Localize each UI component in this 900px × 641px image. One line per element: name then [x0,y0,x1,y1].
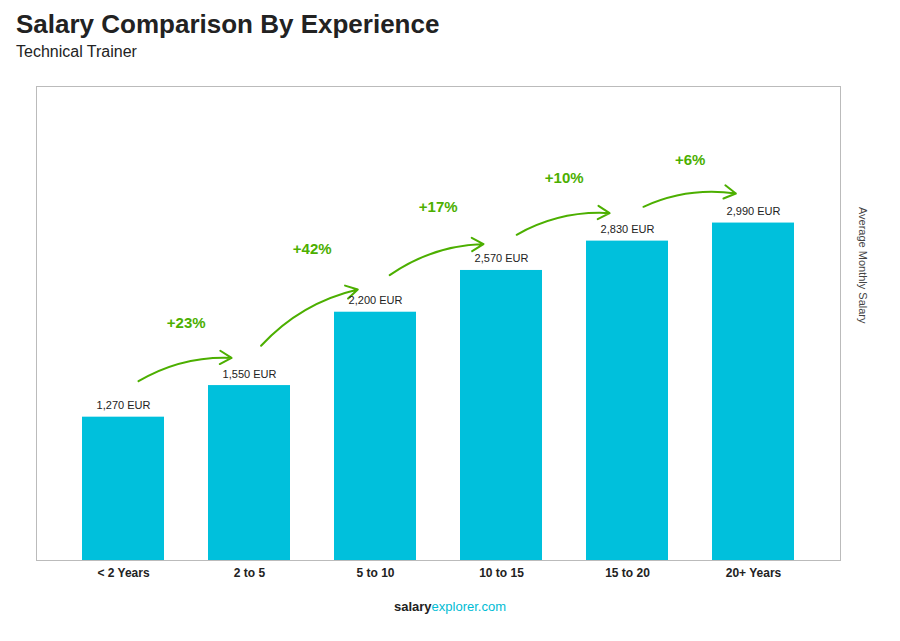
svg-text:Average Monthly Salary: Average Monthly Salary [857,207,869,324]
svg-text:< 2 Years: < 2 Years [97,566,149,580]
svg-text:15 to 20: 15 to 20 [605,566,650,580]
svg-text:1,270 EUR: 1,270 EUR [97,399,151,411]
svg-text:2,200 EUR: 2,200 EUR [349,294,403,306]
svg-text:10 to 15: 10 to 15 [479,566,524,580]
svg-text:2,990 EUR: 2,990 EUR [727,205,781,217]
svg-text:+6%: +6% [675,151,705,168]
html-text:Technical Trainer: Technical Trainer [16,43,137,60]
svg-text:2,570 EUR: 2,570 EUR [475,252,529,264]
svg-text:+10%: +10% [545,169,584,186]
svg-text:+23%: +23% [167,314,206,331]
svg-text:+17%: +17% [419,198,458,215]
svg-text:5 to 10: 5 to 10 [356,566,394,580]
svg-text:+42%: +42% [293,240,332,257]
svg-text:1,550 EUR: 1,550 EUR [223,368,277,380]
svg-text:2 to 5: 2 to 5 [234,566,266,580]
html-text:salary explorer.com: salary explorer.com [394,599,506,614]
svg-text:2,830 EUR: 2,830 EUR [601,223,655,235]
html-text:Salary Comparison By Experienc: Salary Comparison By Experience [16,9,440,39]
svg-text:20+ Years: 20+ Years [726,566,782,580]
